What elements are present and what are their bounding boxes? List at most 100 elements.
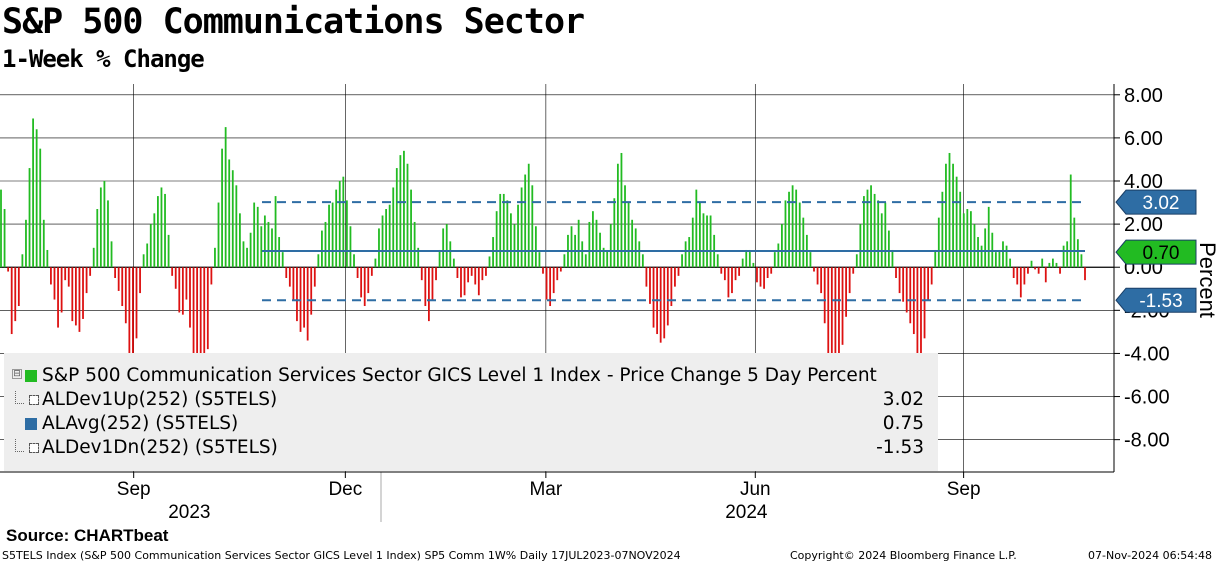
- x-tick-label: Dec: [328, 479, 362, 500]
- bar: [969, 211, 972, 268]
- bar: [57, 267, 59, 328]
- bar: [670, 267, 673, 307]
- legend-label: ALAvg(252) (S5TELS): [42, 413, 239, 434]
- bar: [288, 267, 291, 287]
- bar: [962, 213, 965, 268]
- bar: [338, 181, 341, 268]
- bar: [863, 196, 865, 268]
- bar: [253, 202, 256, 268]
- y-tick-label: 2.00: [1124, 214, 1163, 236]
- bar: [1066, 241, 1069, 268]
- bar: [271, 228, 273, 268]
- bar: [1002, 241, 1004, 268]
- legend-item-dev-up[interactable]: ALDev1Up(252) (S5TELS) 3.02: [12, 389, 934, 413]
- bar: [278, 237, 281, 268]
- x-tick-label: Mar: [529, 479, 562, 500]
- bar: [599, 232, 601, 268]
- bar: [107, 200, 109, 268]
- bar: [381, 215, 384, 268]
- legend-label: ALDev1Up(252) (S5TELS): [42, 389, 278, 410]
- bar: [406, 163, 409, 268]
- bar: [403, 150, 405, 268]
- bar: [210, 267, 213, 285]
- bar: [848, 267, 851, 294]
- footer-ticker-info: S5TELS Index (S&P 500 Communication Serv…: [2, 549, 681, 562]
- bar: [620, 152, 623, 268]
- bar: [816, 267, 819, 285]
- bar: [820, 267, 823, 294]
- bar: [149, 224, 152, 268]
- bar: [773, 252, 776, 268]
- chart-title: S&P 500 Communications Sector: [2, 2, 585, 42]
- bar: [791, 185, 794, 268]
- bar: [659, 267, 662, 343]
- bar: [1084, 267, 1086, 281]
- bar: [135, 267, 138, 339]
- bar: [485, 267, 487, 276]
- bar: [709, 215, 712, 268]
- bar: [228, 159, 231, 268]
- bar: [374, 258, 377, 268]
- legend-item-price-change[interactable]: ⊟ S&P 500 Communication Services Sector …: [12, 365, 934, 389]
- bar: [467, 267, 470, 283]
- bar: [966, 209, 969, 268]
- bar: [510, 213, 512, 268]
- bar: [973, 224, 976, 268]
- bar: [595, 219, 598, 268]
- y-tick-label: -6.00: [1124, 387, 1170, 409]
- bar: [470, 267, 473, 276]
- bar: [385, 209, 388, 268]
- bar: [880, 213, 883, 268]
- bar: [174, 267, 177, 289]
- bar: [802, 217, 805, 268]
- bar: [67, 267, 70, 287]
- bar: [221, 148, 223, 268]
- bar: [146, 243, 149, 268]
- bar: [559, 267, 562, 272]
- bar: [342, 176, 345, 268]
- bar: [923, 267, 926, 339]
- bar: [488, 256, 491, 268]
- bar: [552, 267, 555, 294]
- bar: [520, 187, 523, 268]
- y-tick-label: 8.00: [1124, 85, 1163, 107]
- bar: [731, 267, 733, 294]
- bar: [32, 118, 34, 268]
- dashed-swatch-icon: [29, 395, 39, 405]
- badge-shape: [1115, 189, 1197, 215]
- bar: [734, 267, 737, 281]
- bar: [25, 219, 27, 268]
- expand-icon[interactable]: ⊟: [12, 369, 22, 379]
- bar: [577, 219, 580, 268]
- bar: [588, 221, 591, 268]
- bar: [35, 129, 38, 268]
- bar: [887, 230, 890, 268]
- bar: [367, 267, 370, 294]
- bar: [331, 202, 334, 268]
- bar: [927, 267, 930, 300]
- bar: [74, 267, 77, 326]
- bar: [285, 267, 288, 278]
- legend-item-avg[interactable]: ALAvg(252) (S5TELS) 0.75: [12, 413, 934, 437]
- bar: [164, 193, 166, 268]
- bar: [363, 267, 366, 307]
- bar: [556, 267, 559, 281]
- bar: [192, 267, 195, 375]
- bar: [870, 185, 872, 268]
- legend-item-dev-down[interactable]: ALDev1Dn(252) (S5TELS) -1.53: [12, 437, 934, 461]
- bar: [124, 267, 127, 324]
- bar: [452, 258, 455, 268]
- bar: [841, 267, 844, 345]
- bar: [627, 202, 630, 268]
- bar: [759, 267, 762, 287]
- bar: [167, 234, 170, 268]
- bar: [495, 211, 498, 268]
- bar: [139, 267, 141, 294]
- bar: [117, 267, 120, 291]
- bar: [684, 241, 687, 268]
- bar: [260, 226, 263, 268]
- bar: [481, 267, 484, 281]
- bar: [1052, 258, 1054, 268]
- bar: [3, 209, 6, 268]
- bar: [959, 191, 962, 268]
